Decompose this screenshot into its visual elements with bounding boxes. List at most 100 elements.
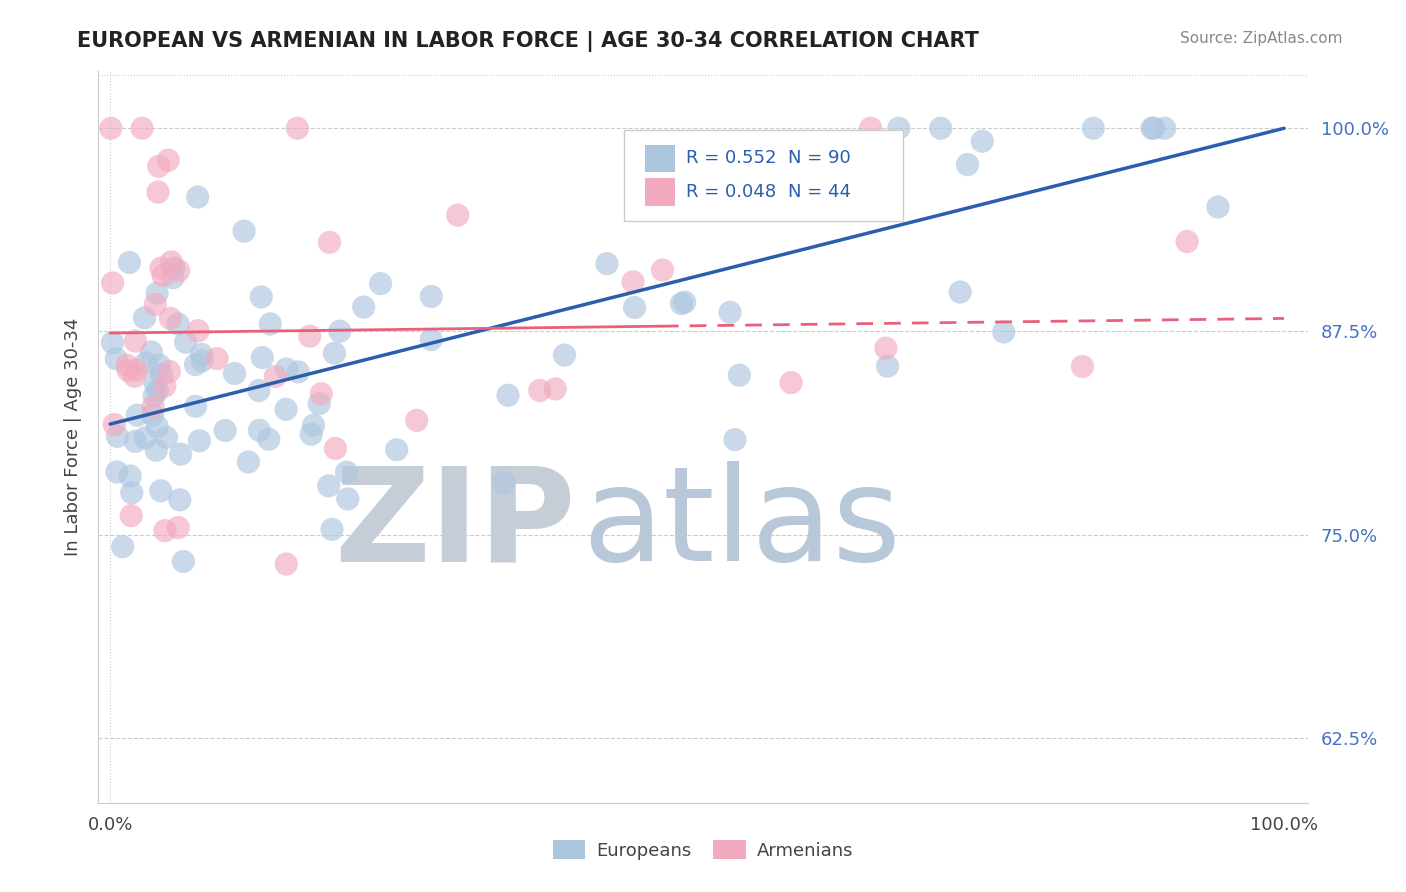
Point (420, 289, 443, 303)
Point (671, 296, 693, 310)
Point (159, 311, 181, 326)
Point (150, 261, 173, 276)
Point (146, 419, 169, 434)
Point (336, 491, 359, 506)
Point (148, 159, 170, 173)
Point (247, 384, 270, 398)
Point (405, 413, 427, 427)
Point (157, 153, 180, 168)
Point (447, 208, 470, 222)
Point (191, 353, 214, 368)
Point (496, 388, 519, 402)
Point (329, 324, 352, 338)
Point (780, 376, 803, 390)
Point (309, 386, 332, 401)
Point (111, 540, 134, 554)
Point (214, 424, 236, 438)
Point (766, 150, 789, 164)
Point (250, 290, 273, 304)
Point (302, 418, 325, 433)
Point (174, 335, 197, 350)
Point (859, 121, 882, 136)
Point (100, 121, 122, 136)
Point (596, 257, 619, 271)
Point (117, 363, 139, 377)
Point (1206, 200, 1229, 214)
Point (125, 363, 148, 377)
Point (162, 270, 184, 285)
Point (529, 384, 551, 398)
Point (724, 433, 747, 447)
Point (143, 376, 166, 390)
Point (160, 255, 183, 269)
Y-axis label: In Labor Force | Age 30-34: In Labor Force | Age 30-34 (63, 318, 82, 557)
Point (718, 305, 741, 319)
Point (188, 434, 211, 448)
Point (172, 555, 194, 569)
Point (101, 335, 124, 350)
Point (287, 365, 309, 379)
Point (673, 295, 696, 310)
Point (247, 423, 270, 437)
Point (1143, 121, 1166, 136)
Point (141, 345, 163, 359)
Point (318, 235, 340, 250)
Text: ZIP: ZIP (335, 461, 576, 589)
Point (224, 367, 246, 381)
Point (1071, 359, 1094, 374)
Point (155, 430, 177, 444)
Point (544, 382, 567, 396)
Point (134, 310, 156, 325)
Text: EUROPEAN VS ARMENIAN IN LABOR FORCE | AGE 30-34 CORRELATION CHART: EUROPEAN VS ARMENIAN IN LABOR FORCE | AG… (77, 31, 979, 53)
Point (115, 358, 138, 372)
Point (274, 402, 297, 417)
Point (169, 447, 191, 461)
Point (336, 465, 359, 479)
Point (651, 263, 673, 277)
Point (105, 429, 128, 443)
Point (101, 276, 124, 290)
Point (298, 329, 321, 343)
Point (252, 351, 274, 365)
Point (152, 268, 174, 283)
Point (321, 522, 343, 536)
Point (184, 399, 207, 413)
Point (127, 408, 149, 422)
Point (420, 333, 443, 347)
Point (142, 409, 165, 423)
Point (276, 362, 298, 376)
Point (120, 469, 142, 483)
Point (1153, 121, 1175, 136)
Point (121, 485, 143, 500)
Bar (645, 145, 675, 172)
Point (259, 317, 281, 331)
Point (370, 277, 392, 291)
Point (103, 417, 125, 432)
Point (308, 397, 330, 411)
Point (169, 492, 191, 507)
Point (972, 134, 994, 148)
Legend: Europeans, Armenians: Europeans, Armenians (546, 833, 860, 867)
Point (956, 157, 979, 171)
Point (143, 297, 166, 311)
Point (150, 368, 173, 382)
Point (238, 455, 260, 469)
Text: R = 0.048: R = 0.048 (686, 183, 776, 201)
Point (146, 286, 169, 301)
Point (184, 358, 207, 372)
Point (143, 389, 166, 403)
Point (353, 300, 375, 314)
Point (153, 524, 176, 538)
Point (492, 476, 515, 491)
Point (1140, 121, 1163, 136)
Point (105, 351, 128, 366)
Point (264, 369, 287, 384)
Point (167, 520, 190, 534)
Point (862, 155, 884, 169)
Point (783, 136, 806, 150)
Point (149, 483, 172, 498)
Point (276, 557, 298, 571)
FancyBboxPatch shape (624, 130, 903, 221)
Point (949, 285, 972, 299)
Point (146, 384, 169, 398)
